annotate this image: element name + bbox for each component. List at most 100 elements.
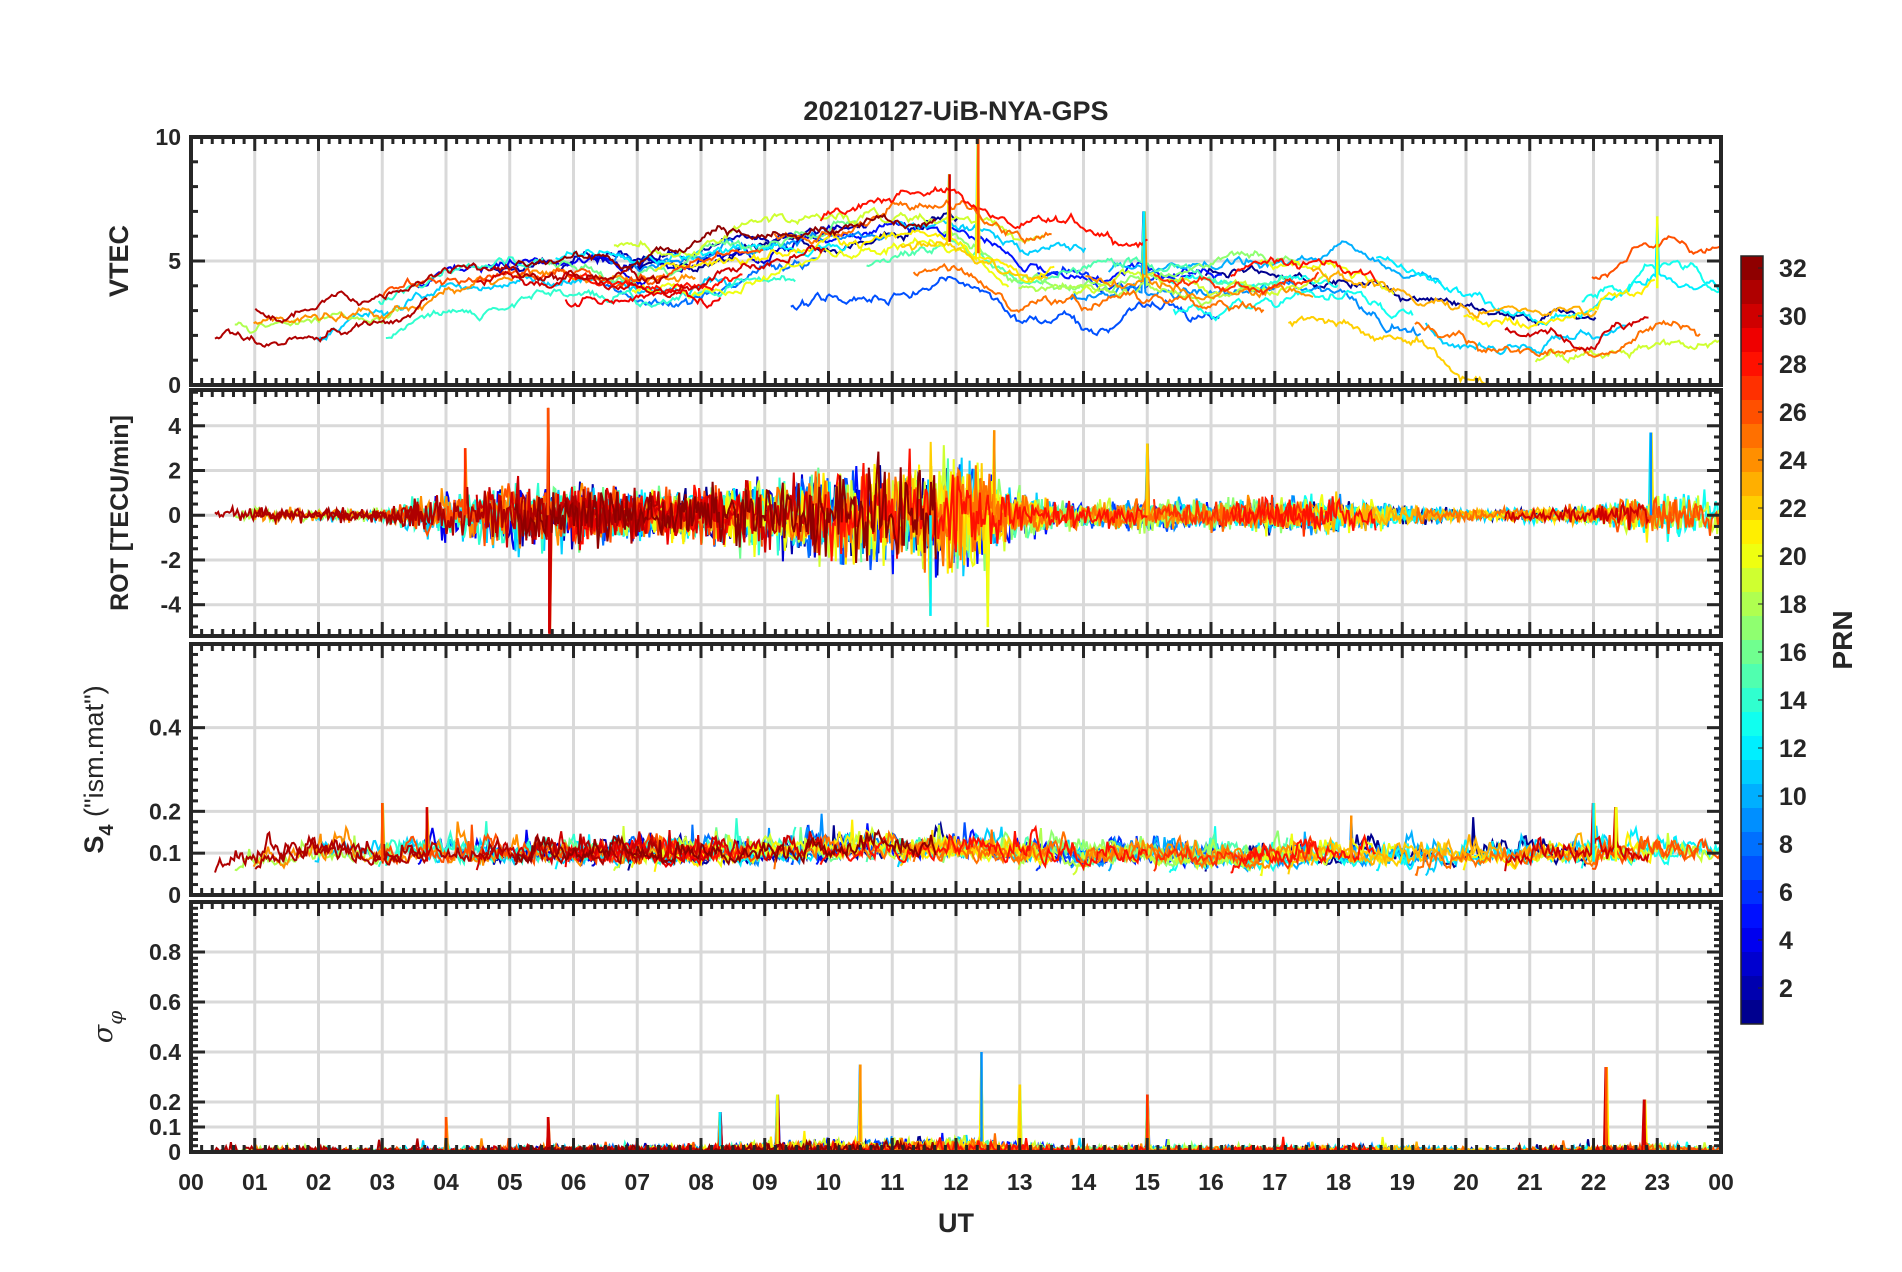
colorbar-tick-label: 22: [1779, 495, 1807, 523]
y-axis-label: ROT [TECU/min]: [106, 415, 134, 611]
colorbar-segment: [1741, 256, 1763, 281]
colorbar-segment: [1741, 280, 1763, 305]
series-line-prn-23: [1310, 267, 1598, 319]
series-line-prn-32: [514, 451, 937, 564]
y-tick-label: 0.4: [149, 1039, 181, 1065]
chart-title: 20210127-UiB-NYA-GPS: [803, 96, 1108, 126]
colorbar-tick-label: 24: [1779, 447, 1807, 475]
colorbar-tick-label: 12: [1779, 735, 1807, 763]
series-line-prn-22: [1288, 315, 1488, 385]
colorbar-tick-label: 14: [1779, 687, 1807, 715]
y-label-rest: ("ism.mat"): [79, 685, 109, 824]
colorbar-segment: [1741, 1000, 1763, 1025]
colorbar-tick-label: 26: [1779, 399, 1807, 427]
y-tick-label: 0.1: [149, 840, 181, 866]
series-line-prn-25: [1414, 319, 1701, 358]
colorbar-segment: [1741, 616, 1763, 641]
series-group: [214, 137, 1721, 385]
series-line-prn-32: [514, 828, 937, 867]
y-tick-label: 0: [168, 882, 181, 908]
series-line-prn-12: [1375, 216, 1721, 327]
panel-1: 0 5 10 VTEC: [104, 124, 1723, 398]
y-axis-label: VTEC: [104, 225, 134, 297]
series-line-prn-28: [567, 271, 743, 297]
colorbar-segment: [1741, 568, 1763, 593]
series-line-prn-31: [214, 830, 428, 873]
series-line-prn-28: [819, 824, 1149, 872]
colorbar-segment: [1741, 976, 1763, 1001]
colorbar-tick-label: 28: [1779, 351, 1807, 379]
y-tick-label: 0.8: [149, 939, 181, 965]
panel-3: 0 0.1 0.2 0.4 S4 ("ism.mat"): [79, 642, 1723, 908]
colorbar-segment: [1741, 376, 1763, 401]
x-tick-label: 17: [1262, 1169, 1288, 1195]
series-group: [214, 802, 1721, 877]
series-line-prn-21: [1463, 278, 1656, 330]
series-line-prn-21: [1462, 432, 1656, 543]
colorbar-segment: [1741, 520, 1763, 545]
series-line-prn-15: [866, 137, 1289, 290]
series-line-prn-28: [1229, 495, 1377, 532]
series-line-prn-30: [1504, 500, 1650, 531]
y-tick-label: 0: [168, 502, 181, 528]
colorbar-segment: [1741, 400, 1763, 425]
y-label-subscript: 4: [96, 824, 118, 836]
colorbar-tick-label: 16: [1779, 639, 1807, 667]
series-line-prn-28: [1230, 256, 1377, 283]
colorbar-segment: [1741, 688, 1763, 713]
colorbar-segment: [1741, 952, 1763, 977]
series-line-prn-24: [253, 267, 696, 325]
x-tick-label: 19: [1389, 1169, 1415, 1195]
colorbar-tick-label: 2: [1779, 975, 1793, 1003]
colorbar-segment: [1741, 592, 1763, 617]
series-line-prn-7: [790, 275, 1220, 337]
x-tick-label: 00: [178, 1169, 204, 1195]
y-tick-label: 0: [168, 372, 181, 398]
series-line-prn-19: [1534, 338, 1720, 364]
x-tick-label: 09: [752, 1169, 778, 1195]
y-tick-label: -2: [161, 547, 181, 573]
series-line-prn-19: [613, 206, 1045, 258]
series-line-prn-31: [254, 832, 669, 870]
colorbar-segment: [1741, 664, 1763, 689]
series-line-prn-11: [1424, 322, 1627, 356]
x-tick-label: 00: [1708, 1169, 1734, 1195]
x-tick-label: 16: [1198, 1169, 1224, 1195]
colorbar-tick-label: 4: [1779, 927, 1793, 955]
series-line-prn-25: [1414, 498, 1700, 532]
colorbar-segment: [1741, 736, 1763, 761]
x-tick-label: 08: [688, 1169, 714, 1195]
x-tick-label: 05: [497, 1169, 523, 1195]
colorbar-segment: [1741, 496, 1763, 521]
series-line-prn-12: [1375, 1066, 1721, 1152]
x-tick-label: 04: [433, 1169, 459, 1195]
x-tick-label: 12: [943, 1169, 969, 1195]
colorbar-segment: [1741, 760, 1763, 785]
colorbar-segment: [1741, 856, 1763, 881]
colorbar-segment: [1741, 808, 1763, 833]
x-tick-label: 02: [306, 1169, 332, 1195]
y-tick-label: 0.4: [149, 715, 181, 741]
series-line-prn-30: [476, 244, 825, 299]
series-line-prn-11: [897, 219, 1087, 257]
series-line-prn-26: [1591, 834, 1721, 870]
x-tick-label: 21: [1517, 1169, 1543, 1195]
y-tick-label: 5: [168, 248, 181, 274]
colorbar-segment: [1741, 472, 1763, 497]
x-axis-label: UT: [938, 1208, 974, 1238]
y-tick-label: -4: [161, 592, 182, 618]
series-line-prn-31: [254, 262, 669, 324]
series-line-prn-30: [1504, 1066, 1650, 1152]
x-tick-label: 13: [1007, 1169, 1033, 1195]
series-line-prn-30: [1504, 802, 1650, 872]
series-line-prn-14: [385, 275, 796, 339]
series-line-prn-13: [1172, 288, 1414, 322]
x-tick-label: 03: [369, 1169, 395, 1195]
series-line-prn-31: [214, 296, 428, 348]
colorbar-label: PRN: [1827, 610, 1858, 669]
colorbar-segment: [1741, 880, 1763, 905]
y-tick-label: 0.1: [149, 1114, 181, 1140]
